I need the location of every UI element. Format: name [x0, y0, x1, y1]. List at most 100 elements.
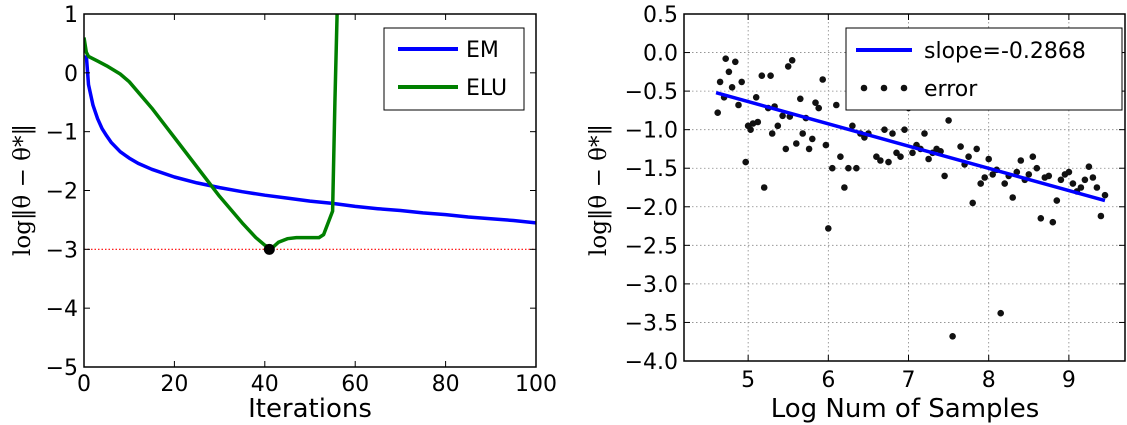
- error-point: [782, 145, 790, 153]
- y-tick-label: 1: [64, 3, 78, 28]
- error-point: [949, 333, 956, 340]
- y-tick-label: −4.0: [625, 350, 678, 375]
- right-legend-error-marker: [880, 84, 888, 92]
- right-x-axis-label: Log Num of Samples: [771, 394, 1040, 424]
- right-legend-box: [845, 27, 1123, 111]
- x-tick-label: 20: [160, 372, 188, 397]
- right-chart: 5 6 7 8 9 0.5 0.0 −0.5 −1.0 −1.5 −2.0 −2.5 −3.0 −3.5 −…: [586, 3, 1126, 424]
- y-tick-label: −1: [46, 121, 78, 146]
- error-point: [941, 172, 948, 180]
- error-point: [819, 76, 826, 83]
- error-point: [889, 130, 896, 137]
- left-legend-box: [383, 27, 525, 111]
- error-point: [965, 153, 972, 160]
- right-legend-error-marker: [860, 84, 868, 92]
- minimum-marker: [263, 243, 275, 255]
- error-point: [1029, 153, 1037, 160]
- error-point: [945, 117, 952, 124]
- y-tick-label: 0.0: [643, 42, 678, 67]
- error-point: [774, 122, 782, 130]
- left-legend: EM ELU: [383, 27, 525, 111]
- error-point: [716, 78, 724, 86]
- y-tick-label: −3.0: [625, 273, 678, 298]
- error-point: [853, 164, 860, 172]
- x-tick-label: 80: [432, 372, 460, 397]
- error-point: [1097, 212, 1105, 220]
- y-tick-label: −3: [46, 238, 78, 263]
- left-legend-elu-label: ELU: [466, 76, 507, 101]
- error-point: [822, 141, 830, 149]
- x-tick-label: 7: [902, 368, 916, 393]
- series-line-elu: [84, 14, 339, 250]
- error-point: [901, 126, 908, 133]
- right-legend-error-label: error: [924, 77, 978, 102]
- right-legend-error-marker: [900, 84, 908, 92]
- error-point: [725, 68, 733, 76]
- error-point: [973, 145, 980, 153]
- right-plot-frame: [683, 13, 1126, 362]
- y-tick-label: 0: [64, 62, 78, 87]
- error-point: [921, 130, 928, 137]
- left-legend-em-label: EM: [466, 38, 499, 63]
- y-tick-label: −3.5: [625, 311, 678, 336]
- error-point: [845, 164, 852, 172]
- error-point: [1065, 168, 1073, 176]
- error-point: [825, 225, 832, 232]
- error-point: [1101, 191, 1109, 199]
- x-tick-label: 0: [77, 372, 91, 397]
- error-point: [1001, 180, 1008, 187]
- error-point: [1049, 218, 1057, 226]
- error-point: [989, 171, 996, 178]
- error-point: [981, 174, 988, 181]
- right-y-axis-label: log‖θ − θ*‖: [586, 124, 612, 256]
- error-point: [797, 95, 804, 103]
- error-point: [738, 78, 745, 86]
- y-tick-label: −5: [46, 356, 78, 381]
- error-point: [754, 118, 762, 126]
- left-chart: 0 20 40 60 80 100 1 0 −1 −2 −3 −4 −5 Iterations log‖…: [10, 3, 557, 424]
- error-point: [1085, 163, 1093, 170]
- error-point: [758, 72, 766, 79]
- error-point: [1013, 168, 1021, 176]
- x-tick-label: 6: [821, 368, 835, 393]
- error-point: [742, 158, 749, 166]
- error-point: [809, 135, 816, 143]
- error-point: [897, 153, 904, 160]
- error-point: [985, 155, 992, 163]
- y-tick-label: −1.5: [625, 157, 678, 182]
- error-point: [752, 94, 760, 101]
- error-point: [909, 149, 916, 157]
- y-tick-label: −1.0: [625, 119, 678, 144]
- error-point: [1037, 215, 1045, 222]
- slope-fit-line: [715, 90, 1106, 203]
- x-tick-label: 100: [515, 372, 557, 397]
- error-point: [997, 309, 1004, 317]
- error-point: [1045, 172, 1053, 180]
- x-tick-label: 8: [982, 368, 996, 393]
- error-point: [735, 101, 742, 109]
- y-tick-label: −2.0: [625, 196, 678, 221]
- error-point: [1081, 176, 1089, 184]
- error-point: [837, 153, 844, 160]
- error-point: [1057, 176, 1065, 184]
- error-point: [812, 99, 819, 106]
- x-tick-label: 9: [1062, 368, 1076, 393]
- error-point: [714, 109, 721, 116]
- x-tick-label: 5: [741, 368, 755, 393]
- left-x-axis-label: Iterations: [248, 394, 372, 424]
- error-point: [1017, 157, 1025, 164]
- error-point: [815, 104, 822, 112]
- y-tick-label: −0.5: [625, 80, 678, 105]
- error-point: [805, 145, 813, 153]
- y-tick-label: −2.5: [625, 234, 678, 259]
- error-point: [1053, 197, 1061, 204]
- right-legend: slope=-0.2868 error: [845, 27, 1123, 111]
- error-point: [833, 101, 840, 109]
- error-point: [841, 184, 848, 191]
- error-point: [793, 140, 800, 147]
- error-point: [728, 84, 736, 91]
- error-point: [1093, 184, 1101, 191]
- error-point: [799, 130, 806, 137]
- error-point: [1009, 194, 1016, 201]
- x-tick-label: 60: [341, 372, 369, 397]
